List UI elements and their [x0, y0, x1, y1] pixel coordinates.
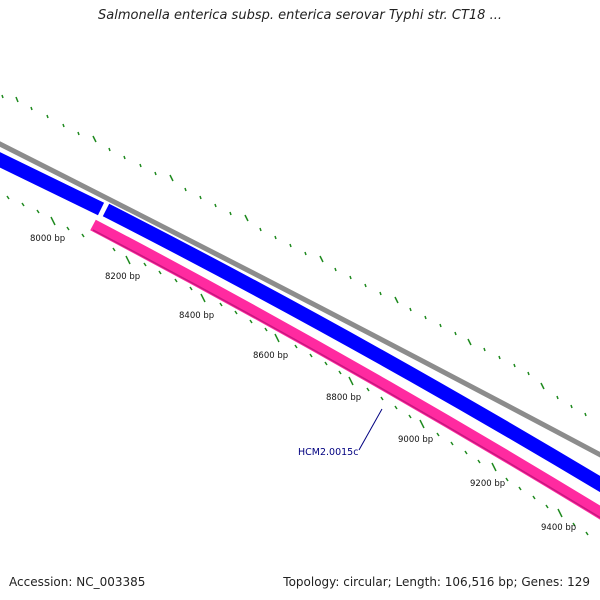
ruler-label: 8200 bp — [105, 272, 140, 282]
ruler-label: 8800 bp — [326, 393, 361, 403]
gene-label-leader — [358, 408, 383, 451]
ruler-label: 8600 bp — [253, 351, 288, 361]
forward-strand-features — [0, 152, 600, 493]
ruler-label: 8400 bp — [179, 311, 214, 321]
ruler-label: 9000 bp — [398, 435, 433, 445]
accession-label: Accession: NC_003385 — [9, 575, 146, 589]
ruler-label: 9400 bp — [541, 523, 576, 533]
genome-summary: Topology: circular; Length: 106,516 bp; … — [283, 575, 590, 589]
outer-tick-marks — [1, 94, 587, 417]
genome-backbone — [0, 141, 600, 458]
ruler-tick-marks — [6, 195, 589, 536]
reverse-strand-feature — [90, 219, 600, 520]
map-title: Salmonella enterica subsp. enterica sero… — [98, 8, 502, 23]
gene-label[interactable]: HCM2.0015c — [298, 447, 358, 458]
ruler-label: 9200 bp — [470, 479, 505, 489]
ruler-label: 8000 bp — [30, 234, 65, 244]
